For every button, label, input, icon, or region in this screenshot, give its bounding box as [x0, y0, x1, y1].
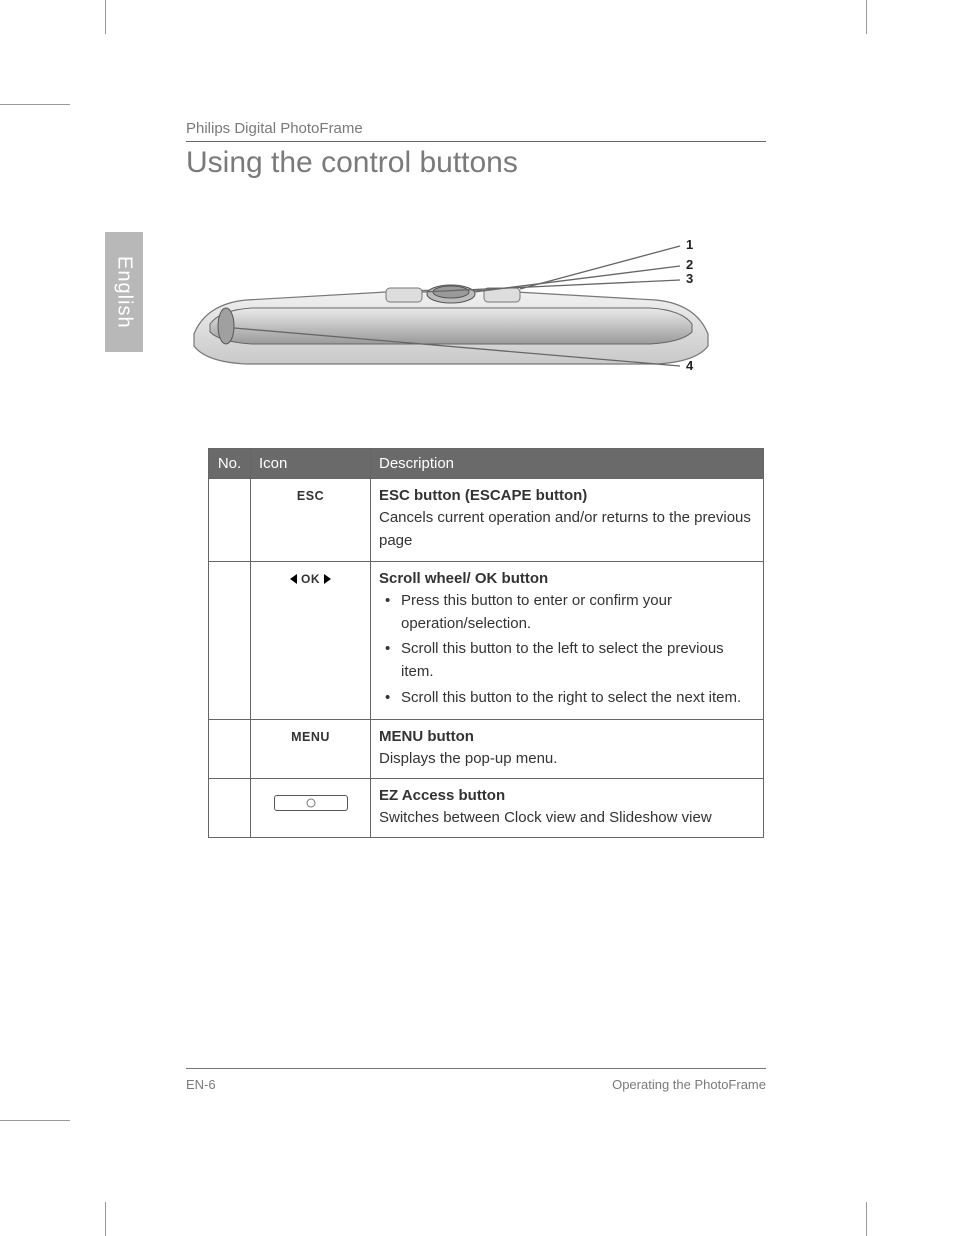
cell-no	[209, 479, 251, 562]
cell-desc: MENU button Displays the pop-up menu.	[371, 719, 764, 778]
cell-icon-menu: MENU	[251, 719, 371, 778]
cell-no	[209, 779, 251, 838]
cell-desc: Scroll wheel/ OK button Press this butto…	[371, 561, 764, 719]
page-title: Using the control buttons	[186, 146, 766, 180]
cell-desc: ESC button (ESCAPE button) Cancels curre…	[371, 479, 764, 562]
cell-no	[209, 719, 251, 778]
crop-mark	[0, 104, 70, 105]
footer-page-number: EN-6	[186, 1077, 216, 1092]
desc-title: ESC button (ESCAPE button)	[379, 487, 755, 504]
crop-mark	[105, 0, 106, 34]
page: English Philips Digital PhotoFrame Using…	[0, 0, 954, 1236]
desc-title: EZ Access button	[379, 787, 755, 804]
callout-1: 1	[686, 237, 693, 252]
desc-body: Displays the pop-up menu.	[379, 747, 755, 770]
callout-2: 2	[686, 257, 693, 272]
crop-mark	[105, 1202, 106, 1236]
col-header-icon: Icon	[251, 449, 371, 479]
cell-icon-esc: ESC	[251, 479, 371, 562]
control-diagram: 1 2 3 4	[186, 216, 716, 381]
bullet-item: Scroll this button to the left to select…	[385, 637, 755, 684]
footer-section: Operating the PhotoFrame	[612, 1077, 766, 1092]
desc-body: Cancels current operation and/or returns…	[379, 506, 755, 553]
callout-3: 3	[686, 271, 693, 286]
controls-table: No. Icon Description ESC ESC button (ESC…	[208, 448, 764, 838]
bullet-item: Scroll this button to the right to selec…	[385, 686, 755, 709]
table-header-row: No. Icon Description	[209, 449, 764, 479]
language-tab: English	[105, 232, 143, 352]
content-area: Philips Digital PhotoFrame Using the con…	[186, 120, 766, 381]
table-row: ESC ESC button (ESCAPE button) Cancels c…	[209, 479, 764, 562]
desc-title: MENU button	[379, 728, 755, 745]
desc-title: Scroll wheel/ OK button	[379, 570, 755, 587]
page-footer: EN-6 Operating the PhotoFrame	[186, 1068, 766, 1092]
title-rule	[186, 141, 766, 142]
crop-mark	[866, 0, 867, 34]
triangle-right-icon	[324, 574, 331, 584]
ez-button-icon	[274, 795, 348, 811]
desc-bullets: Press this button to enter or confirm yo…	[379, 589, 755, 709]
triangle-left-icon	[290, 574, 297, 584]
col-header-desc: Description	[371, 449, 764, 479]
callout-4: 4	[686, 358, 694, 373]
bullet-item: Press this button to enter or confirm yo…	[385, 589, 755, 636]
crop-mark	[0, 1120, 70, 1121]
cell-no	[209, 561, 251, 719]
desc-body: Switches between Clock view and Slidesho…	[379, 806, 755, 829]
cell-icon-ok: OK	[251, 561, 371, 719]
col-header-no: No.	[209, 449, 251, 479]
crop-mark	[866, 1202, 867, 1236]
table-row: MENU MENU button Displays the pop-up men…	[209, 719, 764, 778]
cell-desc: EZ Access button Switches between Clock …	[371, 779, 764, 838]
table-row: OK Scroll wheel/ OK button Press this bu…	[209, 561, 764, 719]
ok-label: OK	[301, 572, 320, 586]
doc-subtitle: Philips Digital PhotoFrame	[186, 120, 766, 137]
footer-rule	[186, 1068, 766, 1069]
cell-icon-ez	[251, 779, 371, 838]
ok-scroll-icon: OK	[290, 572, 331, 586]
table-row: EZ Access button Switches between Clock …	[209, 779, 764, 838]
